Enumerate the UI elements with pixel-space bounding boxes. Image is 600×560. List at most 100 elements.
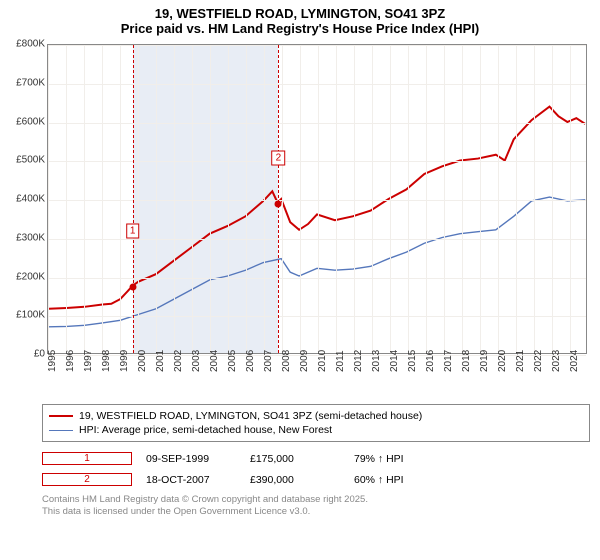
event-pct: 79% ↑ HPI: [354, 453, 424, 465]
event-date: 09-SEP-1999: [146, 453, 236, 465]
legend-item: 19, WESTFIELD ROAD, LYMINGTON, SO41 3PZ …: [49, 409, 583, 423]
chart-lines: [48, 45, 586, 353]
event-badge: 2: [42, 473, 132, 486]
gridline-v: [264, 45, 265, 353]
gridline-v: [210, 45, 211, 353]
y-axis-label: £0: [1, 349, 45, 360]
gridline-v: [498, 45, 499, 353]
legend-item: HPI: Average price, semi-detached house,…: [49, 423, 583, 437]
y-axis-label: £600K: [1, 116, 45, 127]
event-pct: 60% ↑ HPI: [354, 474, 424, 486]
gridline-v: [462, 45, 463, 353]
x-axis-label: 1998: [101, 352, 112, 372]
gridline-v: [156, 45, 157, 353]
footer-line-1: Contains HM Land Registry data © Crown c…: [42, 494, 590, 506]
x-axis-label: 2006: [245, 352, 256, 372]
gridline-v: [174, 45, 175, 353]
event-line-2: [278, 45, 279, 353]
x-axis-label: 2000: [137, 352, 148, 372]
x-axis-label: 2007: [263, 352, 274, 372]
x-axis-label: 1997: [83, 352, 94, 372]
events-table: 109-SEP-1999£175,00079% ↑ HPI218-OCT-200…: [42, 448, 590, 490]
x-axis-label: 2021: [515, 352, 526, 372]
legend-label: HPI: Average price, semi-detached house,…: [79, 424, 332, 436]
gridline-v: [336, 45, 337, 353]
gridline-v: [48, 45, 49, 353]
event-price: £390,000: [250, 474, 340, 486]
x-axis-label: 2001: [155, 352, 166, 372]
gridline-v: [138, 45, 139, 353]
chart-container: 12 £0£100K£200K£300K£400K£500K£600K£700K…: [5, 40, 595, 400]
x-axis-label: 2009: [299, 352, 310, 372]
x-axis-label: 1995: [47, 352, 58, 372]
x-axis-label: 2004: [209, 352, 220, 372]
gridline-h: [48, 123, 586, 124]
gridline-v: [534, 45, 535, 353]
event-row-1: 109-SEP-1999£175,00079% ↑ HPI: [42, 448, 590, 469]
gridline-v: [372, 45, 373, 353]
y-axis-label: £300K: [1, 232, 45, 243]
x-axis-label: 2008: [281, 352, 292, 372]
event-label-2: 2: [272, 150, 286, 165]
gridline-h: [48, 45, 586, 46]
gridline-v: [300, 45, 301, 353]
x-axis-label: 2022: [533, 352, 544, 372]
title-line-2: Price paid vs. HM Land Registry's House …: [0, 21, 600, 36]
x-axis-label: 2020: [497, 352, 508, 372]
gridline-v: [390, 45, 391, 353]
x-axis-label: 2012: [353, 352, 364, 372]
x-axis-label: 1996: [65, 352, 76, 372]
gridline-v: [246, 45, 247, 353]
gridline-v: [426, 45, 427, 353]
y-axis-label: £500K: [1, 155, 45, 166]
gridline-v: [444, 45, 445, 353]
gridline-v: [228, 45, 229, 353]
gridline-h: [48, 239, 586, 240]
title-line-1: 19, WESTFIELD ROAD, LYMINGTON, SO41 3PZ: [0, 6, 600, 21]
x-axis-label: 2005: [227, 352, 238, 372]
legend-swatch: [49, 430, 73, 431]
footer-attribution: Contains HM Land Registry data © Crown c…: [42, 494, 590, 519]
x-axis-label: 2024: [569, 352, 580, 372]
gridline-v: [552, 45, 553, 353]
y-axis-label: £800K: [1, 39, 45, 50]
gridline-v: [192, 45, 193, 353]
gridline-v: [570, 45, 571, 353]
x-axis-label: 2018: [461, 352, 472, 372]
gridline-v: [120, 45, 121, 353]
gridline-h: [48, 278, 586, 279]
gridline-v: [480, 45, 481, 353]
gridline-v: [84, 45, 85, 353]
x-axis-label: 2011: [335, 352, 346, 372]
event-date: 18-OCT-2007: [146, 474, 236, 486]
x-axis-label: 2023: [551, 352, 562, 372]
event-badge: 1: [42, 452, 132, 465]
y-axis-label: £400K: [1, 194, 45, 205]
x-axis-label: 2014: [389, 352, 400, 372]
gridline-v: [66, 45, 67, 353]
chart-title: 19, WESTFIELD ROAD, LYMINGTON, SO41 3PZ …: [0, 0, 600, 40]
x-axis-label: 2016: [425, 352, 436, 372]
event-dot-1: [129, 284, 136, 291]
event-line-1: [133, 45, 134, 353]
x-axis-label: 2013: [371, 352, 382, 372]
gridline-h: [48, 200, 586, 201]
x-axis-label: 2015: [407, 352, 418, 372]
gridline-v: [102, 45, 103, 353]
legend-label: 19, WESTFIELD ROAD, LYMINGTON, SO41 3PZ …: [79, 410, 422, 422]
gridline-v: [282, 45, 283, 353]
event-label-1: 1: [126, 224, 140, 239]
series-hpi: [49, 197, 586, 327]
x-axis-label: 2010: [317, 352, 328, 372]
y-axis-label: £200K: [1, 271, 45, 282]
gridline-h: [48, 84, 586, 85]
y-axis-label: £700K: [1, 77, 45, 88]
gridline-v: [354, 45, 355, 353]
gridline-v: [408, 45, 409, 353]
legend: 19, WESTFIELD ROAD, LYMINGTON, SO41 3PZ …: [42, 404, 590, 442]
legend-swatch: [49, 415, 73, 417]
gridline-v: [516, 45, 517, 353]
x-axis-label: 1999: [119, 352, 130, 372]
x-axis-label: 2002: [173, 352, 184, 372]
gridline-h: [48, 161, 586, 162]
